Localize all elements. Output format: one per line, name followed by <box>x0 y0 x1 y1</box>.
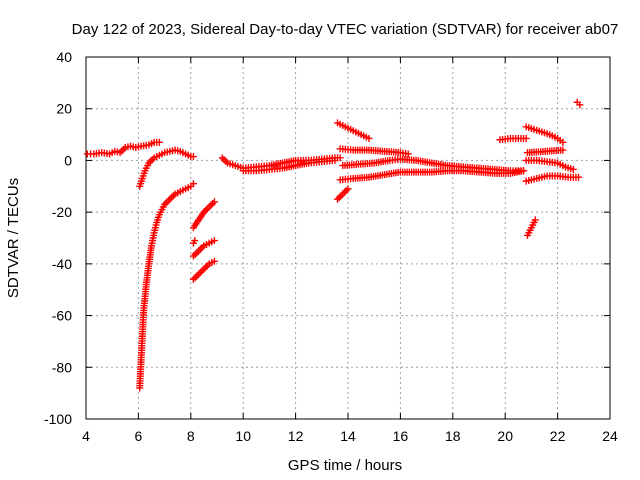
y-tick-label: 0 <box>64 152 72 168</box>
data-point <box>207 201 215 209</box>
data-point <box>331 156 339 164</box>
series-trace-i <box>239 156 339 175</box>
data-point <box>210 237 218 245</box>
data-point <box>189 275 197 283</box>
series-trace-s <box>523 216 539 239</box>
x-tick-label: 16 <box>393 428 409 444</box>
data-point <box>576 101 584 109</box>
data-point <box>209 200 217 208</box>
data-point <box>218 154 226 162</box>
y-tick-label: 40 <box>56 49 72 65</box>
series-trace-p <box>522 123 567 146</box>
series-trace-d <box>189 198 218 232</box>
data-point <box>210 198 218 206</box>
data-point <box>210 257 218 265</box>
x-tick-label: 10 <box>235 428 251 444</box>
data-point <box>559 146 567 154</box>
y-tick-label: -20 <box>52 204 72 220</box>
data-point <box>193 249 201 257</box>
data-point <box>189 153 197 161</box>
data-point <box>196 245 204 253</box>
x-tick-label: 20 <box>497 428 513 444</box>
series-trace-t <box>523 146 567 157</box>
data-point <box>522 134 530 142</box>
data-point <box>342 187 350 195</box>
data-point <box>344 185 352 193</box>
series-trace-q <box>522 156 577 173</box>
data-point <box>196 268 204 276</box>
series-trace-k <box>336 145 412 158</box>
data-point <box>335 193 343 201</box>
x-tick-label: 14 <box>340 428 356 444</box>
data-point <box>520 167 528 175</box>
data-point <box>191 274 199 282</box>
series-trace-m <box>336 167 528 184</box>
data-point <box>198 267 206 275</box>
data-point <box>191 250 199 258</box>
data-point <box>341 188 349 196</box>
data-point <box>220 156 228 164</box>
data-point <box>559 138 567 146</box>
y-axis-label: SDTVAR / TECUs <box>5 178 22 298</box>
data-points <box>83 98 584 392</box>
x-tick-label: 6 <box>135 428 143 444</box>
data-point <box>339 190 347 198</box>
series-trace-j <box>334 119 373 142</box>
data-point <box>203 205 211 213</box>
series-trace-n <box>334 185 352 203</box>
data-point <box>118 147 126 155</box>
x-tick-labels: 4 6 8 10 12 14 16 18 20 22 24 <box>82 428 618 444</box>
y-tick-label: -80 <box>52 359 72 375</box>
data-point <box>334 195 342 203</box>
y-tick-label: -100 <box>44 411 72 427</box>
data-point <box>195 247 203 255</box>
data-point <box>166 195 174 203</box>
series-trace-f <box>189 237 218 260</box>
data-point <box>205 203 213 211</box>
x-axis-label: GPS time / hours <box>288 457 402 474</box>
x-tick-label: 12 <box>288 428 304 444</box>
series-trace-a <box>83 138 163 158</box>
series-trace-g <box>189 257 218 283</box>
data-point <box>575 173 583 181</box>
data-point <box>168 193 176 201</box>
series-trace-u <box>573 98 584 109</box>
series-trace-e <box>189 237 199 247</box>
x-tick-label: 18 <box>445 428 461 444</box>
y-tick-label: -60 <box>52 308 72 324</box>
data-point <box>365 134 373 142</box>
y-tick-labels: -100 -80 -60 -40 -20 0 20 40 <box>44 49 72 427</box>
data-point <box>404 150 412 158</box>
data-point <box>164 197 172 205</box>
x-tick-label: 22 <box>550 428 566 444</box>
x-tick-label: 4 <box>82 428 90 444</box>
data-point <box>531 216 539 224</box>
series-trace-b <box>136 146 197 190</box>
x-tick-label: 8 <box>187 428 195 444</box>
axis-ticks <box>85 56 611 420</box>
x-tick-label: 24 <box>602 428 618 444</box>
data-point <box>155 138 163 146</box>
data-point <box>337 192 345 200</box>
chart-title: Day 122 of 2023, Sidereal Day-to-day VTE… <box>72 21 619 38</box>
data-point <box>195 270 203 278</box>
data-point <box>193 272 201 280</box>
series-trace-r <box>522 172 583 185</box>
series-trace-c <box>136 180 197 392</box>
data-point <box>569 165 577 173</box>
grid-lines <box>86 57 610 419</box>
data-point <box>200 265 208 273</box>
y-tick-label: 20 <box>56 101 72 117</box>
data-point <box>191 237 199 245</box>
data-point <box>189 180 197 188</box>
data-point <box>202 263 210 271</box>
y-tick-label: -40 <box>52 256 72 272</box>
data-point <box>336 154 344 162</box>
series-trace-o <box>496 134 530 144</box>
